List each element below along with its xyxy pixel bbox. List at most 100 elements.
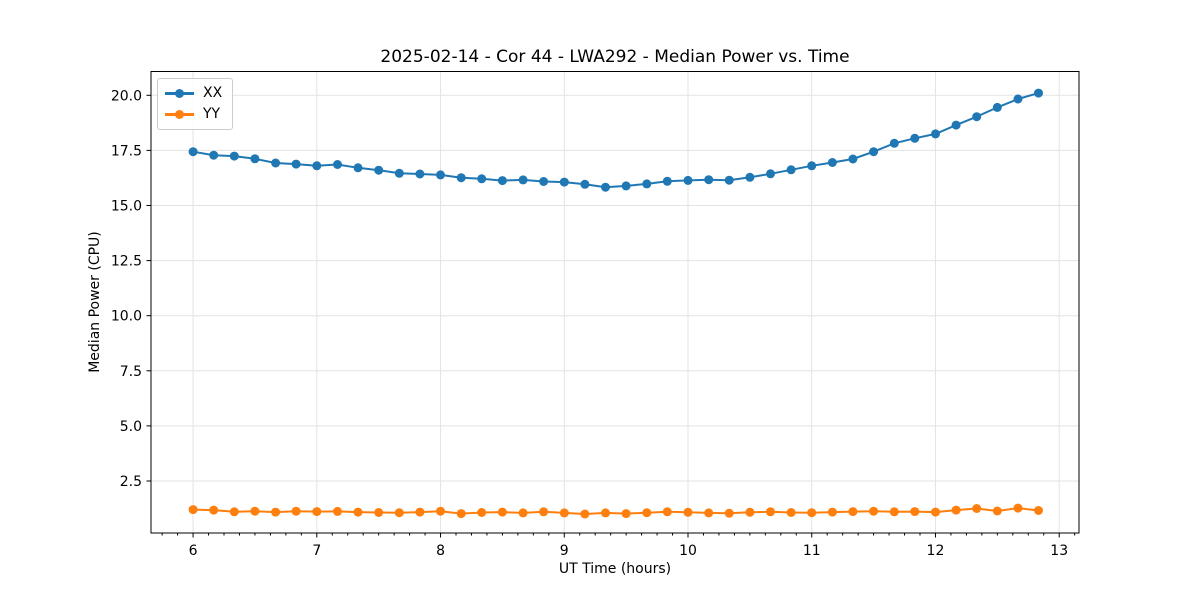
data-point-icon [972, 112, 982, 122]
y-tick-label: 15.0 [111, 198, 142, 214]
data-point-icon [271, 507, 281, 517]
data-point-icon [271, 158, 281, 168]
data-point-icon [848, 154, 858, 164]
data-point-icon [1013, 94, 1023, 104]
data-point-icon [931, 129, 940, 139]
data-point-icon [951, 120, 961, 130]
data-point-icon [209, 505, 219, 515]
data-point-icon [291, 159, 301, 169]
data-point-icon [353, 163, 363, 173]
data-point-icon [1034, 88, 1043, 98]
data-point-icon [724, 508, 734, 518]
data-point-icon [621, 509, 631, 519]
x-axis-label: UT Time (hours) [558, 561, 672, 577]
y-tick-label: 20.0 [111, 88, 142, 104]
data-point-icon [601, 182, 610, 192]
y-tick-label: 12.5 [111, 254, 142, 270]
data-point-icon [724, 175, 734, 185]
data-point-icon [910, 133, 920, 143]
legend-item-xx: XX [165, 83, 222, 104]
data-point-icon [848, 507, 858, 517]
data-point-icon [786, 165, 796, 175]
data-point-icon [662, 176, 672, 186]
legend: XX YY [157, 78, 234, 130]
legend-item-yy: YY [165, 104, 222, 125]
x-tick-label: 13 [1050, 543, 1068, 559]
data-point-icon [436, 506, 445, 516]
data-point-icon [229, 151, 239, 161]
data-point-icon [250, 154, 260, 164]
data-point-icon [951, 505, 961, 515]
data-point-icon [580, 179, 590, 189]
data-point-icon [374, 508, 384, 517]
data-point-icon [497, 507, 507, 517]
series-group [188, 88, 1043, 519]
data-point-icon [394, 508, 404, 518]
legend-marker-icon [175, 89, 184, 98]
x-tick-label: 8 [436, 543, 445, 559]
x-tick-label: 12 [927, 543, 945, 559]
data-point-icon [559, 508, 569, 518]
data-point-icon [601, 508, 610, 518]
data-point-icon [436, 170, 445, 180]
data-point-icon [456, 509, 466, 519]
data-point-icon [910, 507, 920, 517]
data-point-icon [333, 506, 342, 516]
data-point-icon [807, 161, 817, 171]
data-point-icon [745, 507, 755, 517]
tick-labels: 6 7 8 9 10 11 12 13 2.5 5.0 7.5 10.0 12.5 15.0 17.5 20.… [111, 88, 1068, 559]
x-tick-label: 10 [679, 543, 697, 559]
data-point-icon [312, 507, 322, 517]
data-point-icon [518, 508, 528, 518]
data-point-icon [333, 160, 342, 169]
data-point-icon [477, 508, 487, 517]
data-point-icon [312, 161, 322, 171]
data-point-icon [497, 176, 507, 186]
data-point-icon [456, 173, 466, 183]
plot-area-border [150, 71, 1080, 534]
data-point-icon [621, 181, 631, 191]
data-point-icon [642, 508, 652, 518]
x-tick-label: 9 [560, 543, 569, 559]
y-tick-label: 10.0 [111, 309, 142, 325]
y-tick-label: 7.5 [120, 364, 142, 380]
data-point-icon [291, 506, 301, 516]
legend-label-yy: YY [203, 106, 221, 122]
legend-marker-icon [175, 110, 184, 119]
x-tick-label: 7 [312, 543, 321, 559]
gridlines [151, 71, 1079, 533]
chart-title: 2025-02-14 - Cor 44 - LWA292 - Median Po… [380, 47, 850, 67]
data-point-icon [704, 175, 714, 185]
data-point-icon [807, 508, 817, 518]
y-tick-label: 2.5 [120, 474, 142, 490]
data-point-icon [766, 169, 775, 179]
data-point-icon [229, 507, 239, 517]
data-point-icon [188, 147, 198, 157]
data-point-icon [559, 177, 569, 187]
data-point-icon [889, 507, 899, 517]
data-point-icon [518, 175, 528, 185]
data-point-icon [745, 172, 755, 182]
x-tick-label: 6 [189, 543, 198, 559]
data-point-icon [209, 150, 219, 160]
data-point-icon [683, 507, 693, 517]
legend-line-sample-xx [165, 89, 194, 98]
data-point-icon [1034, 506, 1043, 515]
data-point-icon [374, 165, 384, 175]
legend-label-xx: XX [203, 85, 223, 101]
y-tick-label: 17.5 [111, 143, 142, 159]
data-point-icon [415, 507, 425, 517]
data-point-icon [580, 509, 590, 519]
data-point-icon [188, 505, 198, 515]
data-point-icon [539, 507, 549, 517]
data-point-icon [869, 147, 879, 157]
data-point-icon [477, 174, 487, 184]
data-point-icon [415, 169, 425, 179]
data-point-icon [889, 138, 899, 148]
series-markers-xx [188, 88, 1043, 192]
data-point-icon [869, 506, 879, 516]
data-point-icon [992, 102, 1002, 112]
ticks [146, 94, 1076, 538]
